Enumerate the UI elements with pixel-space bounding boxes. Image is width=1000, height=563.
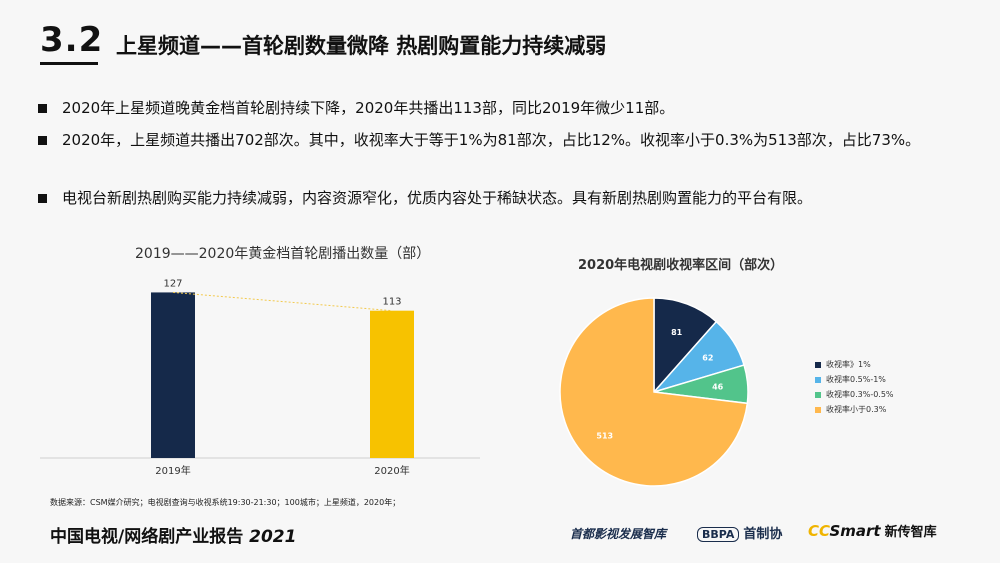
x-tick-label: 2019年 xyxy=(155,464,190,477)
data-source-note: 数据来源：CSM媒介研究；电视剧查询与收视系统19:30-21:30；100城市… xyxy=(50,498,401,507)
pie-slice xyxy=(653,297,718,394)
bullet-item: 2020年上星频道晚黄金档首轮剧持续下降，2020年共播出113部，同比2019… xyxy=(38,95,963,121)
pie-value-label: 81 xyxy=(671,328,683,337)
legend-item: 收视率小于0.3% xyxy=(815,404,886,415)
legend-item: 收视率0.3%-0.5% xyxy=(815,389,894,400)
pie-value-label: 46 xyxy=(712,383,724,392)
legend-swatch xyxy=(815,406,821,413)
pie-value-label: 513 xyxy=(596,432,613,441)
report-title: 中国电视/网络剧产业报告 2021 xyxy=(50,522,296,547)
ccsmart-logo-text: 新传智库 xyxy=(884,525,937,540)
pie-value-label: 62 xyxy=(702,354,713,363)
legend-label: 收视率0.3%-0.5% xyxy=(826,390,894,399)
legend-label: 收视率小于0.3% xyxy=(826,405,887,414)
ccsmart-logo: CCSmart 新传智库 xyxy=(808,521,937,540)
report-title-text: 中国电视/网络剧产业报告 xyxy=(50,527,250,547)
x-tick-label: 2020年 xyxy=(374,464,409,477)
bullet-item: 电视台新剧热剧购买能力持续减弱，内容资源窄化，优质内容处于稀缺状态。具有新剧热剧… xyxy=(38,185,963,211)
trend-line xyxy=(172,291,393,312)
bullet-item: 2020年，上星频道共播出702部次。其中，收视率大于等于1%为81部次，占比1… xyxy=(38,127,963,153)
think-tank-logo: 首都影视发展智库 xyxy=(570,527,667,541)
bar xyxy=(370,310,414,458)
pie-chart-title: 2020年电视剧收视率区间（部次） xyxy=(578,258,784,273)
bullet-square-icon xyxy=(38,194,47,203)
legend-swatch xyxy=(815,361,821,368)
ccsmart-logo-smart: Smart xyxy=(829,522,881,540)
legend-label: 收视率》1% xyxy=(826,360,871,369)
bbpa-logo-text: 首制协 xyxy=(743,527,783,542)
section-number: 3.2 xyxy=(40,20,104,60)
bar xyxy=(151,292,195,458)
bullet-text: 电视台新剧热剧购买能力持续减弱，内容资源窄化，优质内容处于稀缺状态。具有新剧热剧… xyxy=(62,189,813,207)
pie-chart: 81 62 46 513 xyxy=(559,297,749,487)
bbpa-logo: BBPA 首制协 xyxy=(697,523,782,542)
bar-value-label: 113 xyxy=(382,297,401,308)
bullet-square-icon xyxy=(38,104,47,113)
legend-item: 收视率》1% xyxy=(815,359,871,370)
legend-label: 收视率0.5%-1% xyxy=(826,375,886,384)
page-title: 上星频道——首轮剧数量微降 热剧购置能力持续减弱 xyxy=(116,34,607,58)
report-year: 2021 xyxy=(249,527,297,547)
legend-swatch xyxy=(815,391,821,398)
bullet-text: 2020年，上星频道共播出702部次。其中，收视率大于等于1%为81部次，占比1… xyxy=(62,131,921,149)
bar-value-label: 127 xyxy=(163,278,182,289)
bullet-text: 2020年上星频道晚黄金档首轮剧持续下降，2020年共播出113部，同比2019… xyxy=(62,99,675,117)
bar-chart-title: 2019——2020年黄金档首轮剧播出数量（部） xyxy=(135,246,431,262)
legend-swatch xyxy=(815,376,821,383)
pie-slice xyxy=(559,297,749,487)
ccsmart-logo-cc: CC xyxy=(808,522,830,540)
legend-item: 收视率0.5%-1% xyxy=(815,374,886,385)
section-number-underline xyxy=(40,62,98,65)
bbpa-logo-mark: BBPA xyxy=(697,527,740,542)
bullet-square-icon xyxy=(38,136,47,145)
bar-chart: 127 2019年 113 2020年 xyxy=(40,278,480,477)
